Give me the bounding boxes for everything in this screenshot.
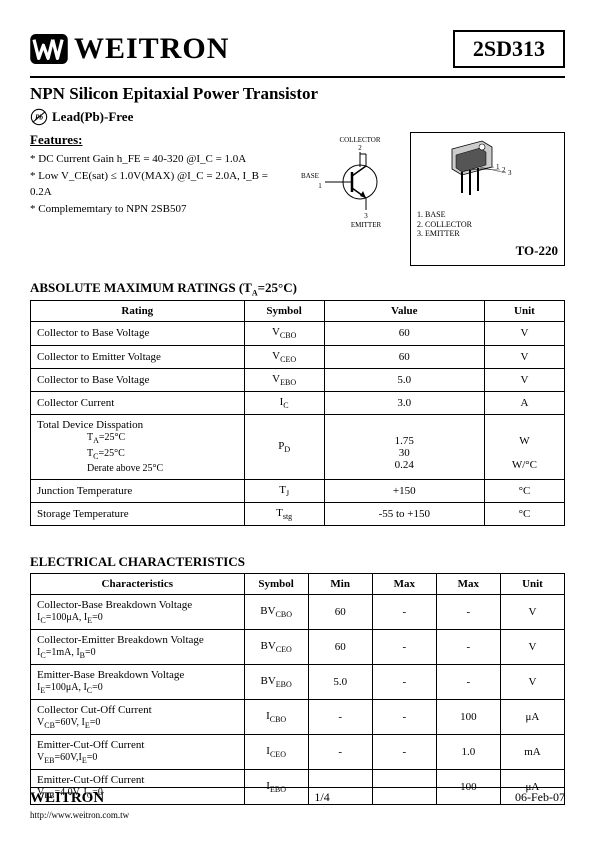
logo: WEITRON (30, 32, 229, 66)
footer-url: http://www.weitron.com.tw (30, 810, 129, 820)
elec-table: Characteristics Symbol Min Max Max Unit … (30, 573, 565, 805)
table-header-row: Rating Symbol Value Unit (31, 301, 565, 322)
table-row: Collector to Base VoltageVEBO5.0V (31, 368, 565, 391)
features-title: Features: (30, 132, 280, 148)
table-row: Storage TemperatureTstg-55 to +150°C (31, 503, 565, 526)
pbfree-badge: Pb Lead(Pb)-Free (30, 108, 565, 126)
col-unit: Unit (500, 574, 564, 595)
feature-item: * DC Current Gain h_FE = 40-320 @I_C = 1… (30, 151, 280, 168)
pin-label: 2. COLLECTOR (417, 220, 558, 230)
table-row: Collector-Emitter Breakdown VoltageIC=1m… (31, 630, 565, 665)
pbfree-text: Lead(Pb)-Free (52, 109, 133, 125)
svg-text:1: 1 (318, 182, 322, 190)
svg-text:2: 2 (358, 144, 362, 152)
svg-text:3: 3 (364, 212, 368, 220)
table-row: Collector-Base Breakdown VoltageIC=100μA… (31, 595, 565, 630)
table-row: Total Device Disspation TA=25°C TC=25°C … (31, 415, 565, 480)
schematic-diagram: COLLECTOR 2 BASE 1 3 EMITTER (280, 132, 410, 266)
features-list: * DC Current Gain h_FE = 40-320 @I_C = 1… (30, 151, 280, 217)
col-unit: Unit (484, 301, 564, 322)
svg-text:3: 3 (508, 169, 512, 177)
svg-text:EMITTER: EMITTER (351, 221, 382, 229)
footer-rule (30, 787, 565, 788)
col-symbol: Symbol (244, 574, 308, 595)
page-title: NPN Silicon Epitaxial Power Transistor (30, 84, 565, 104)
part-number-box: 2SD313 (453, 30, 565, 68)
amr-table: Rating Symbol Value Unit Collector to Ba… (30, 300, 565, 526)
col-min: Min (308, 574, 372, 595)
table-row: Collector to Emitter VoltageVCEO60V (31, 345, 565, 368)
amr-title: ABSOLUTE MAXIMUM RATINGS (TA=25°C) (30, 280, 565, 298)
pin-label: 1. BASE (417, 210, 558, 220)
header-rule (30, 76, 565, 78)
logo-icon (30, 34, 68, 64)
package-box: 1 2 3 1. BASE 2. COLLECTOR 3. EMITTER TO… (410, 132, 565, 266)
header: WEITRON 2SD313 (30, 30, 565, 68)
table-row: Emitter-Cut-Off CurrentVEB=60V,IE=0ICEO-… (31, 735, 565, 770)
table-row: Collector to Base VoltageVCBO60V (31, 322, 565, 345)
pbfree-icon: Pb (30, 108, 48, 126)
brand-text: WEITRON (74, 32, 229, 66)
package-name: TO-220 (417, 243, 558, 259)
svg-text:COLLECTOR: COLLECTOR (339, 136, 380, 144)
col-value: Value (324, 301, 484, 322)
table-row: Junction TemperatureTJ+150°C (31, 479, 565, 502)
feature-item: * Low V_CE(sat) ≤ 1.0V(MAX) @I_C = 2.0A,… (30, 168, 280, 201)
table-row: Collector CurrentIC3.0A (31, 391, 565, 414)
col-char: Characteristics (31, 574, 245, 595)
footer-company: WEITRON (30, 790, 104, 806)
feature-item: * Complememtary to NPN 2SB507 (30, 201, 280, 218)
elec-title: ELECTRICAL CHARACTERISTICS (30, 554, 565, 570)
col-symbol: Symbol (244, 301, 324, 322)
col-max2: Max (436, 574, 500, 595)
table-row: Collector Cut-Off CurrentVCB=60V, IE=0IC… (31, 700, 565, 735)
table-row: Emitter-Base Breakdown VoltageIE=100μA, … (31, 665, 565, 700)
footer: WEITRON http://www.weitron.com.tw 1/4 06… (30, 787, 565, 822)
pin-list: 1. BASE 2. COLLECTOR 3. EMITTER (417, 210, 558, 239)
package-icon: 1 2 3 (417, 139, 557, 204)
footer-left: WEITRON http://www.weitron.com.tw (30, 790, 129, 822)
table-header-row: Characteristics Symbol Min Max Max Unit (31, 574, 565, 595)
top-section: Features: * DC Current Gain h_FE = 40-32… (30, 132, 565, 266)
features-column: Features: * DC Current Gain h_FE = 40-32… (30, 132, 280, 266)
footer-date: 06-Feb-07 (515, 790, 565, 805)
svg-text:BASE: BASE (301, 172, 319, 180)
footer-page: 1/4 (314, 790, 329, 805)
col-max1: Max (372, 574, 436, 595)
pin-label: 3. EMITTER (417, 229, 558, 239)
col-rating: Rating (31, 301, 245, 322)
